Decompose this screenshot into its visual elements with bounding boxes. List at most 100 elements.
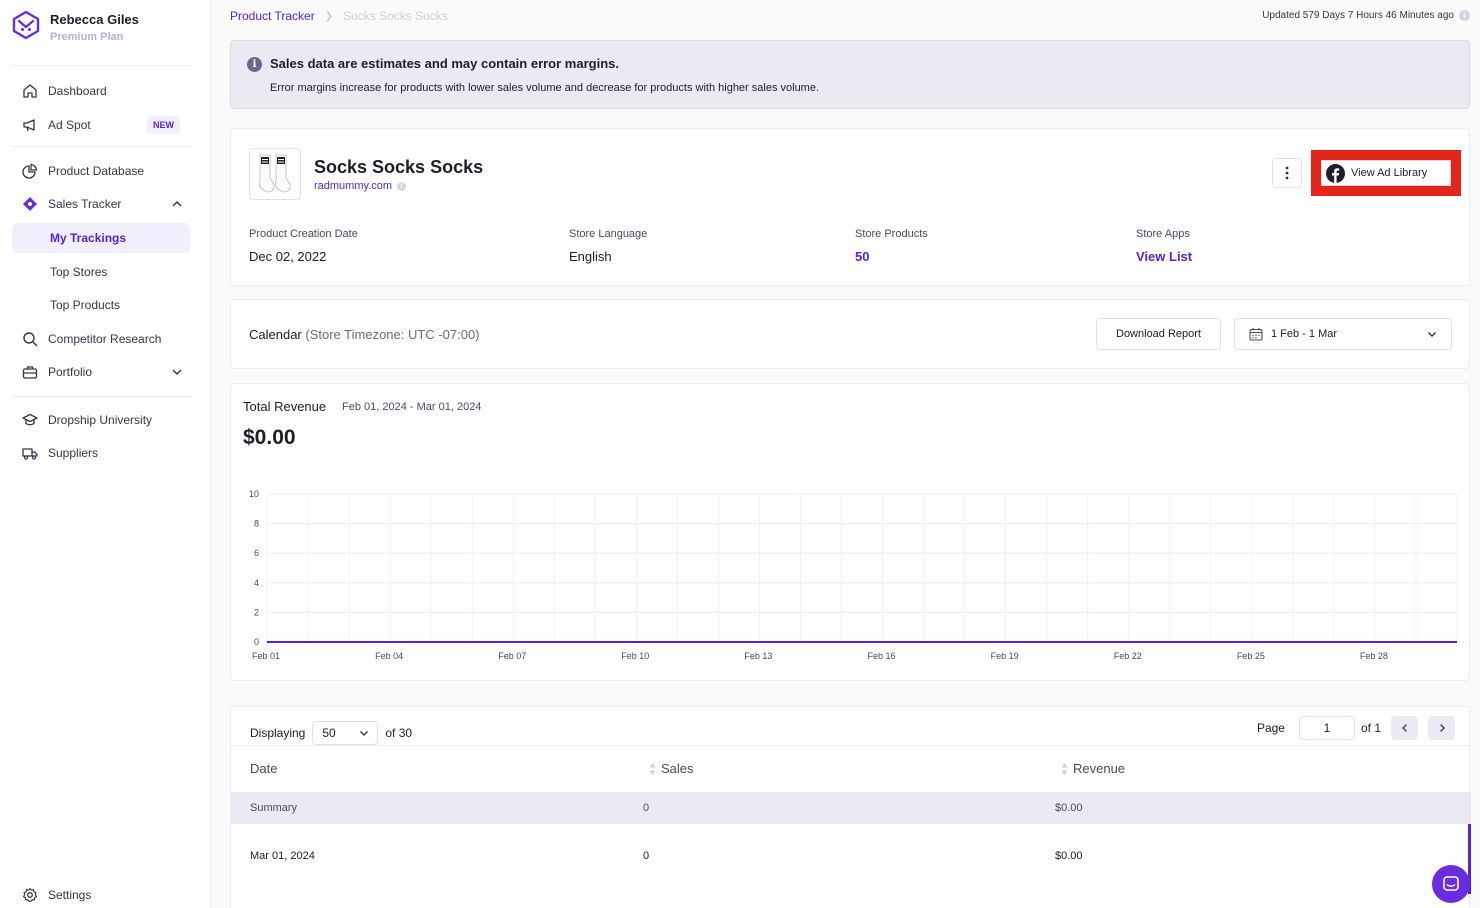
briefcase-icon — [22, 366, 38, 379]
sidebar-item-top-stores[interactable]: Top Stores — [12, 257, 190, 287]
view-ad-library-button[interactable]: View Ad Library — [1321, 160, 1451, 186]
y-tick-label: 2 — [254, 607, 259, 617]
logo-icon — [12, 10, 40, 40]
x-tick-label: Feb 22 — [1114, 651, 1142, 661]
sidebar-item-dashboard[interactable]: Dashboard — [12, 76, 190, 106]
alert-text: Error margins increase for products with… — [270, 82, 820, 94]
sidebar-item-ad-spot[interactable]: Ad Spot NEW — [12, 110, 190, 140]
page-size-select[interactable]: 50 — [312, 721, 379, 745]
store-domain[interactable]: radmummy.com — [314, 180, 393, 192]
estimate-alert: i Sales data are estimates and may conta… — [230, 40, 1470, 109]
page-label: Page — [1256, 721, 1285, 735]
search-icon — [23, 332, 38, 347]
sidebar-item-product-database[interactable]: Product Database — [12, 156, 190, 186]
chevron-up-icon — [172, 201, 182, 207]
chat-icon — [1443, 876, 1459, 891]
truck-icon — [22, 448, 38, 460]
facebook-icon — [1326, 163, 1345, 183]
column-header-revenue[interactable]: Revenue — [1061, 761, 1125, 776]
y-tick-label: 6 — [254, 548, 259, 558]
displaying-label: Displaying — [250, 726, 306, 740]
chevron-down-icon — [360, 731, 369, 736]
meta-store-apps: Store Apps View List — [1136, 228, 1192, 264]
view-ad-library-label: View Ad Library — [1351, 167, 1428, 179]
y-tick-label: 10 — [249, 489, 259, 499]
sidebar-item-label: My Trackings — [50, 231, 127, 245]
chevron-right-icon — [1439, 723, 1445, 733]
sidebar-item-top-products[interactable]: Top Products — [12, 290, 190, 320]
chevron-right-icon: ❯ — [324, 10, 334, 22]
more-options-button[interactable] — [1272, 158, 1302, 188]
kebab-icon — [1285, 166, 1289, 180]
page-number-input[interactable]: 1 — [1298, 716, 1355, 740]
divider — [12, 146, 190, 147]
gear-icon — [22, 887, 38, 902]
meta-creation-date: Product Creation Date Dec 02, 2022 — [249, 228, 358, 264]
graduation-cap-icon — [22, 413, 38, 426]
sidebar-item-label: Top Stores — [50, 265, 108, 279]
download-report-button[interactable]: Download Report — [1096, 318, 1221, 350]
sidebar-item-sales-tracker[interactable]: Sales Tracker — [12, 189, 190, 219]
info-icon: i — [247, 57, 262, 72]
meta-value: English — [569, 249, 612, 264]
profile-name: Rebecca Giles — [50, 12, 139, 27]
sidebar-item-my-trackings[interactable]: My Trackings — [12, 223, 190, 253]
pagination: Page 1 of 1 — [1257, 716, 1455, 740]
store-apps-link[interactable]: View List — [1136, 249, 1193, 264]
sidebar-item-label: Competitor Research — [48, 332, 162, 346]
meta-store-products: Store Products 50 — [855, 228, 928, 264]
chevron-down-icon — [1428, 332, 1436, 337]
breadcrumb-root[interactable]: Product Tracker — [230, 9, 315, 23]
info-icon[interactable]: i — [1459, 10, 1470, 21]
y-tick-label: 4 — [254, 578, 259, 588]
total-revenue-value: $0.00 — [243, 426, 296, 449]
column-header-sales[interactable]: Sales — [649, 761, 694, 776]
calendar-label: Calendar — [249, 327, 302, 342]
column-header-label: Revenue — [1073, 761, 1126, 776]
summary-revenue: $0.00 — [1055, 802, 1083, 814]
prev-page-button[interactable] — [1391, 716, 1418, 740]
socks-image-icon — [258, 154, 291, 193]
info-icon[interactable]: i — [397, 181, 407, 191]
scroll-indicator[interactable] — [1468, 824, 1471, 894]
updated-text: Updated 579 Days 7 Hours 46 Minutes ago — [1262, 10, 1454, 21]
chevron-left-icon — [1401, 723, 1407, 733]
meta-label: Store Apps — [1136, 228, 1190, 240]
chat-button[interactable] — [1432, 865, 1470, 903]
total-revenue-title: Total Revenue — [243, 399, 327, 414]
store-link[interactable]: radmummy.com i — [314, 180, 407, 192]
sidebar-item-label: Dropship University — [48, 413, 153, 427]
column-header-date: Date — [250, 761, 278, 776]
summary-sales: 0 — [643, 802, 650, 814]
sidebar-item-label: Suppliers — [48, 446, 99, 460]
sidebar-item-suppliers[interactable]: Suppliers — [12, 438, 190, 468]
sidebar-item-competitor-research[interactable]: Competitor Research — [12, 324, 190, 354]
sidebar-item-label: Settings — [48, 888, 92, 902]
meta-label: Product Creation Date — [249, 228, 358, 240]
pie-chart-icon — [22, 163, 38, 179]
store-products-link[interactable]: 50 — [855, 249, 870, 264]
total-revenue-range: Feb 01, 2024 - Mar 01, 2024 — [342, 401, 482, 413]
alert-title: Sales data are estimates and may contain… — [270, 56, 619, 71]
calendar-timezone: (Store Timezone: UTC -07:00) — [305, 327, 480, 342]
sidebar-item-label: Portfolio — [48, 365, 93, 379]
date-range-picker[interactable]: 1 Feb - 1 Mar — [1234, 318, 1452, 350]
divider — [12, 65, 190, 66]
sidebar-item-settings[interactable]: Settings — [12, 880, 190, 908]
sidebar-item-portfolio[interactable]: Portfolio — [12, 357, 190, 387]
date-range-value: 1 Feb - 1 Mar — [1271, 328, 1338, 340]
ad-library-highlight: View Ad Library — [1311, 150, 1461, 196]
updated-status: Updated 579 Days 7 Hours 46 Minutes ago … — [1262, 10, 1470, 21]
product-card: Socks Socks Socks radmummy.com i View Ad… — [230, 128, 1470, 286]
x-tick-label: Feb 19 — [991, 651, 1019, 661]
meta-value: Dec 02, 2022 — [249, 249, 327, 264]
sidebar: Rebecca Giles Premium Plan Dashboard Ad … — [0, 0, 211, 908]
profile[interactable]: Rebecca Giles Premium Plan — [12, 10, 139, 43]
next-page-button[interactable] — [1428, 716, 1455, 740]
meta-store-language: Store Language English — [569, 228, 647, 264]
sidebar-item-dropship-university[interactable]: Dropship University — [12, 405, 190, 435]
product-title: Socks Socks Socks — [314, 157, 484, 177]
summary-row: Summary 0 $0.00 — [231, 792, 1471, 824]
home-icon — [23, 84, 37, 98]
x-tick-label: Feb 01 — [252, 651, 280, 661]
